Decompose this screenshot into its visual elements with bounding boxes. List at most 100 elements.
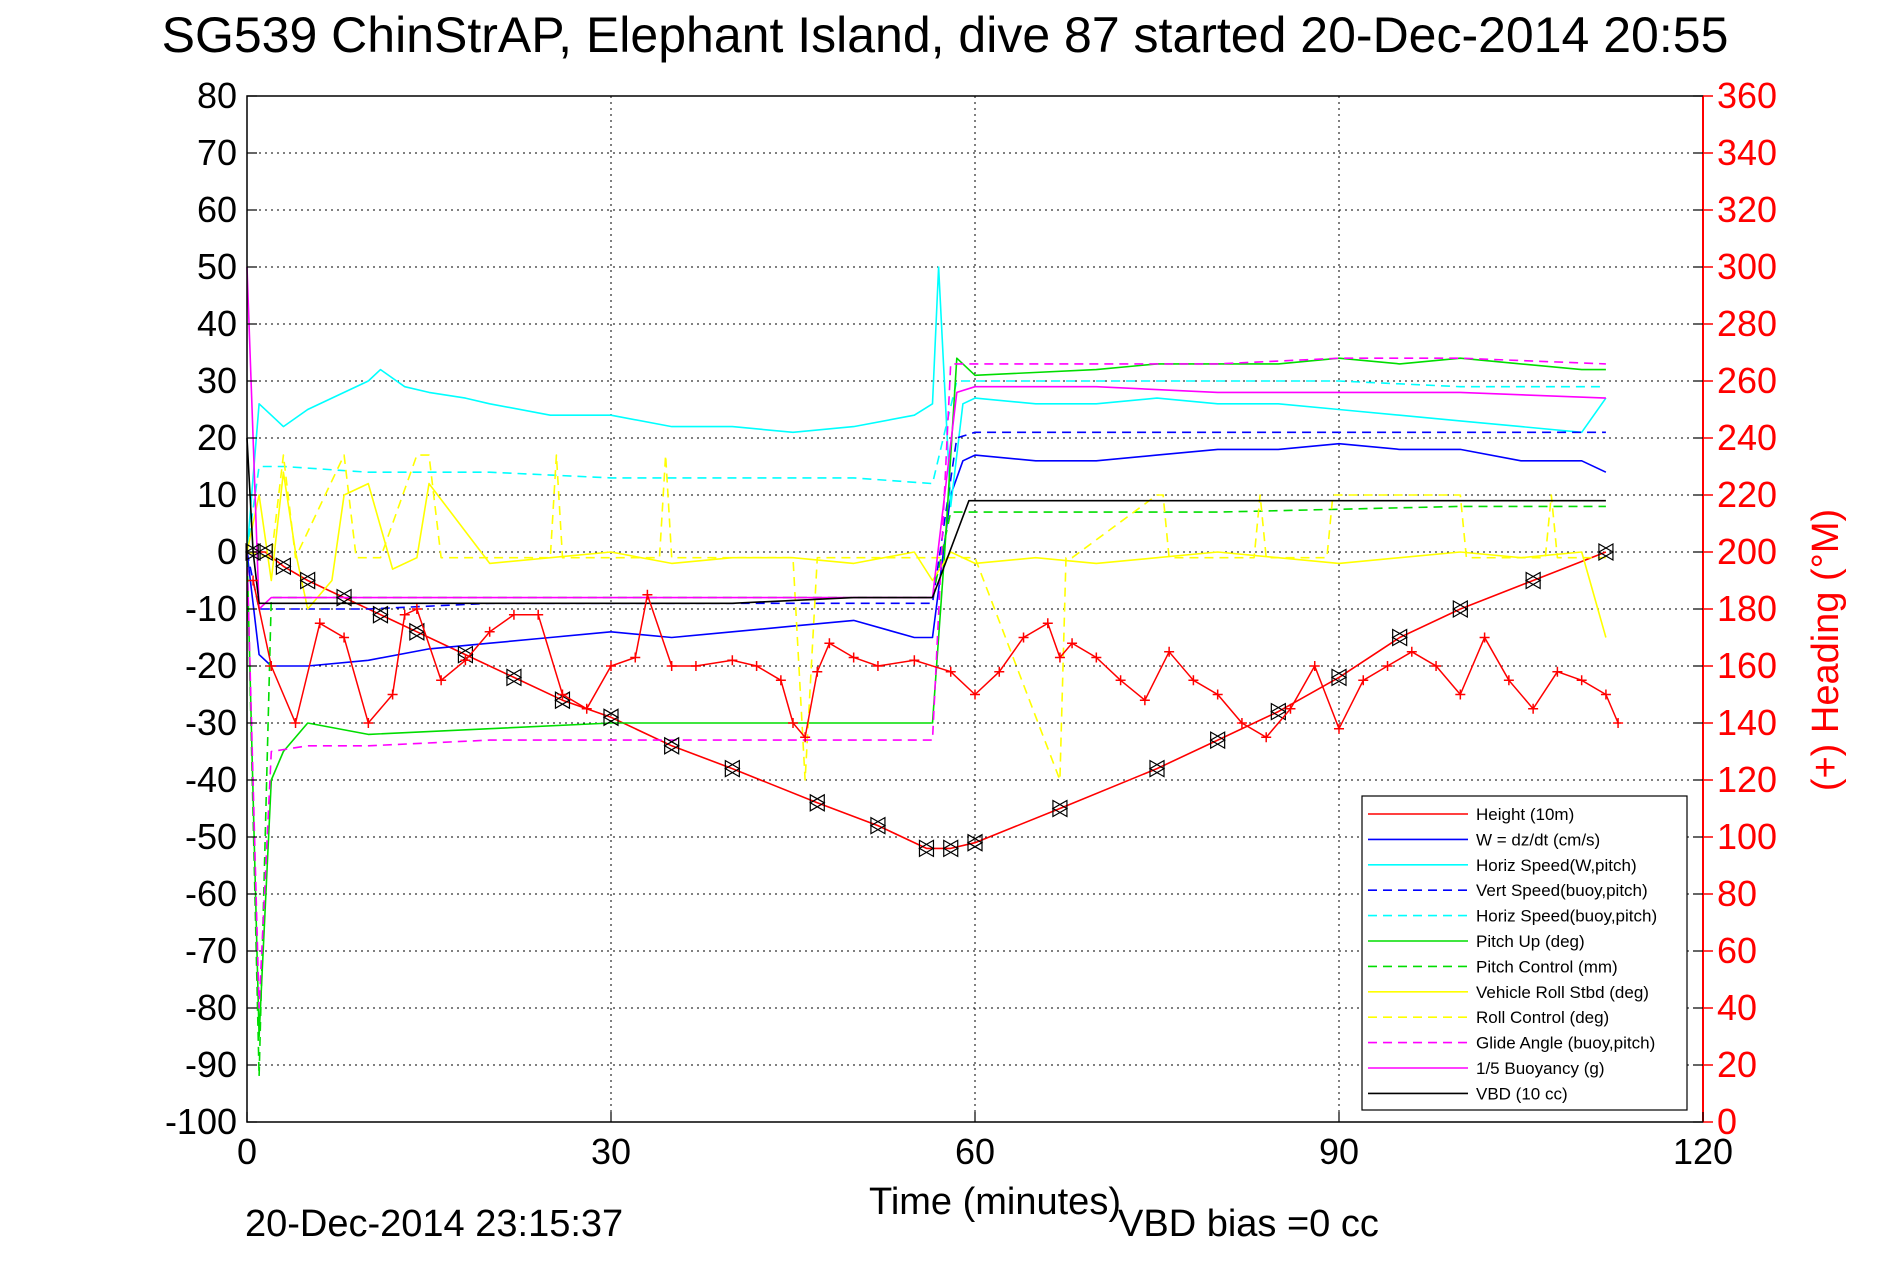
right-tick-label: 60 [1717,930,1757,971]
legend-label-4: Horiz Speed(buoy,pitch) [1476,907,1657,926]
legend-label-3: Vert Speed(buoy,pitch) [1476,881,1648,900]
heading-point [642,589,653,600]
legend-label-5: Pitch Up (deg) [1476,932,1585,951]
heading-point [606,661,616,671]
left-tick-label: 60 [197,189,237,230]
heading-point [1503,675,1514,686]
right-tick-label: 20 [1717,1044,1757,1085]
heading-point [1067,638,1078,649]
chart-title: SG539 ChinStrAP, Elephant Island, dive 8… [162,7,1729,63]
heading-point [460,655,471,666]
legend-label-2: Horiz Speed(W,pitch) [1476,856,1637,875]
heading-point [1406,646,1417,657]
left-tick-label: -20 [185,645,237,686]
vbd-bias-footer: VBD bias =0 cc [1118,1203,1379,1245]
heading-point [630,652,641,663]
heading-point [411,604,422,614]
height-marker [942,839,959,858]
left-tick-label: 30 [197,360,237,401]
heading-point [812,666,823,677]
series-layer [244,266,1615,1078]
heading-point [1613,718,1624,728]
heading-point [1091,652,1102,663]
left-y-axis: 80 70 60 50 40 30 20 10 0 -10 -20 -30 -40 -50 -60 -70 -8… [165,75,1703,1142]
left-tick-label: 10 [197,474,237,515]
legend-box [1361,795,1688,1111]
height-marker [1270,702,1286,721]
heading-point [1479,632,1490,643]
right-y-axis-label: (+) Heading (°M) [1805,509,1847,791]
right-tick-label: 40 [1717,987,1757,1028]
left-tick-label: -60 [185,873,237,914]
heading-point [1139,695,1150,706]
height-marker [505,668,522,687]
height-marker [1209,731,1226,750]
heading-point [1528,703,1539,714]
right-tick-label: 180 [1717,588,1777,629]
heading-point [399,609,410,620]
height-marker [1330,668,1347,687]
legend-label-7: Vehicle Roll Stbd (deg) [1476,983,1649,1002]
heading-series [248,575,1624,743]
legend: Height (10m) W = dz/dt (cm/s) Horiz Speed(… [1361,795,1688,1111]
left-tick-label: -80 [185,987,237,1028]
heading-point [533,609,544,620]
heading-point [666,661,677,671]
height-marker [809,793,825,812]
right-tick-label: 360 [1717,75,1777,116]
height-marker [1597,542,1614,562]
height-marker [602,708,619,727]
heading-point [945,666,956,677]
left-tick-label: 80 [197,75,237,116]
heading-point [1334,723,1344,734]
series-line-11 [246,437,1606,605]
series-line-3 [246,431,1606,610]
height-marker [1524,571,1541,590]
right-tick-label: 260 [1717,360,1777,401]
right-tick-label: 280 [1717,303,1777,344]
right-tick-label: 220 [1717,474,1777,515]
series-line-5 [246,357,1606,1038]
right-tick-label: 0 [1717,1101,1737,1142]
height-marker [1051,799,1068,818]
height-marker [1148,759,1165,778]
heading-point [1285,703,1296,714]
height-marker [724,759,740,778]
x-tick-label: 30 [591,1131,631,1172]
right-tick-label: 200 [1717,531,1777,572]
heading-point [1212,689,1223,700]
left-tick-label: -40 [185,759,237,800]
right-tick-label: 80 [1717,873,1757,914]
left-tick-label: 20 [197,417,237,458]
series-line-1 [246,442,1607,667]
left-tick-label: 70 [197,132,237,173]
heading-point [848,652,859,663]
left-tick-label: -10 [185,588,237,629]
heading-point [1309,661,1320,671]
left-tick-label: 40 [197,303,237,344]
heading-point [1054,652,1065,663]
heading-point [970,689,980,700]
height-marker [869,816,886,835]
heading-point [824,638,835,649]
heading-point [290,718,301,728]
heading-point [1552,666,1563,677]
heading-point [1188,675,1199,686]
left-tick-label: -50 [185,816,237,857]
legend-label-11: VBD (10 cc) [1476,1084,1568,1103]
heading-point [363,718,374,728]
heading-point [1236,718,1247,728]
heading-point [727,655,738,666]
height-marker [966,833,983,852]
heading-point [775,675,786,686]
heading-point [994,666,1005,677]
heading-point [484,626,495,637]
heading-point [1261,732,1272,743]
right-tick-label: 140 [1717,702,1777,743]
x-tick-label: 60 [955,1131,995,1172]
heading-point [387,689,398,700]
right-tick-label: 120 [1717,759,1777,800]
series-line-4 [246,380,1606,553]
heading-point [1115,675,1126,686]
